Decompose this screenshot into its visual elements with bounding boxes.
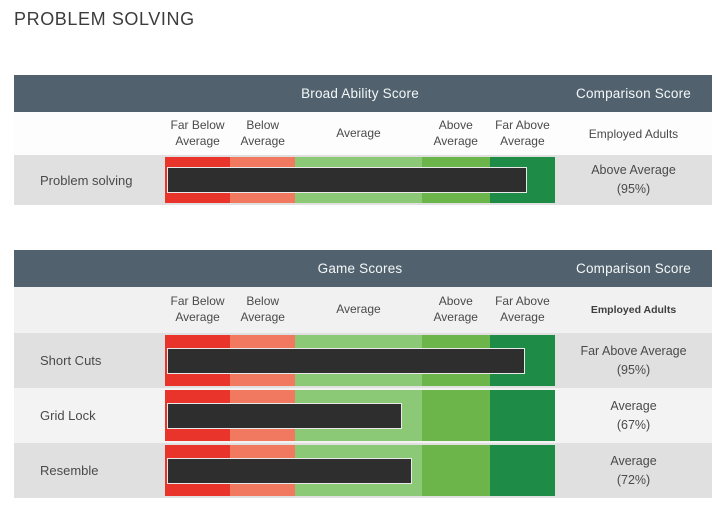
column-far-above-average: Far Above Average: [495, 117, 550, 148]
scale-column-labels: Far Below Average Below Average Average …: [165, 287, 555, 333]
comparison-value: Far Above Average (95%): [555, 333, 712, 388]
game-scores-table: Game Scores Comparison Score Far Below A…: [14, 250, 712, 498]
row-label: Grid Lock: [40, 408, 96, 423]
column-above-average: Above Average: [433, 294, 478, 324]
score-bar: [167, 347, 526, 374]
table-row-short-cuts: Short Cuts Far Above Average (95%): [14, 333, 712, 388]
comparison-score-header: Comparison Score: [576, 86, 691, 101]
game-scores-header: Game Scores: [317, 261, 403, 276]
broad-ability-column-labels: Far Below Average Below Average Average …: [14, 112, 712, 155]
score-bar: [167, 457, 412, 484]
score-scale: [165, 157, 555, 203]
column-above-average: Above Average: [433, 117, 478, 148]
game-scores-table-header: Game Scores Comparison Score: [14, 250, 712, 287]
column-far-below-average: Far Below Average: [170, 294, 225, 324]
column-average: Average: [336, 302, 381, 317]
comparison-value: Above Average (95%): [555, 155, 712, 205]
row-label: Resemble: [40, 463, 99, 478]
page-title: PROBLEM SOLVING: [14, 9, 195, 29]
scale-segment-far-above-average: [489, 390, 555, 441]
comparison-text: Far Above Average: [580, 343, 687, 358]
comparison-score-header: Comparison Score: [576, 261, 691, 276]
comparison-text: Average: [610, 398, 657, 413]
comparison-text: Average: [610, 453, 657, 468]
score-scale: [165, 390, 555, 441]
score-scale-cell: [165, 443, 555, 498]
comparison-percent: (95%): [616, 362, 651, 377]
score-bar: [167, 167, 527, 193]
scale-segment-above-average: [421, 390, 490, 441]
scale-segment-far-above-average: [489, 445, 555, 496]
comparison-value: Average (67%): [555, 388, 712, 443]
comparison-percent: (95%): [616, 182, 651, 196]
score-scale-cell: [165, 155, 555, 205]
broad-ability-table-header: Broad Ability Score Comparison Score: [14, 75, 712, 112]
comparison-value: Average (72%): [555, 443, 712, 498]
column-below-average: Below Average: [240, 117, 285, 148]
row-label: Problem solving: [40, 172, 133, 188]
game-scores-column-labels: Far Below Average Below Average Average …: [14, 287, 712, 333]
score-scale: [165, 335, 555, 386]
row-label: Short Cuts: [40, 353, 102, 368]
column-far-above-average: Far Above Average: [495, 294, 550, 324]
table-row-problem-solving: Problem solving Above Average (95%): [14, 155, 712, 205]
score-scale: [165, 445, 555, 496]
column-employed-adults: Employed Adults: [590, 304, 677, 316]
table-row-resemble: Resemble Average (72%): [14, 443, 712, 498]
table-row-grid-lock: Grid Lock Average (67%): [14, 388, 712, 443]
scale-column-labels: Far Below Average Below Average Average …: [165, 112, 555, 155]
score-bar: [167, 402, 403, 429]
column-below-average: Below Average: [240, 294, 285, 324]
score-scale-cell: [165, 333, 555, 388]
score-scale-cell: [165, 388, 555, 443]
comparison-percent: (67%): [616, 417, 651, 432]
comparison-text: Above Average: [591, 163, 676, 178]
column-average: Average: [336, 125, 381, 140]
report-page: PROBLEM SOLVING Broad Ability Score Comp…: [14, 9, 712, 498]
broad-ability-score-header: Broad Ability Score: [301, 86, 419, 101]
scale-segment-above-average: [421, 445, 490, 496]
column-employed-adults: Employed Adults: [588, 126, 679, 141]
broad-ability-table: Broad Ability Score Comparison Score Far…: [14, 75, 712, 205]
column-far-below-average: Far Below Average: [170, 117, 225, 148]
comparison-percent: (72%): [616, 472, 651, 487]
